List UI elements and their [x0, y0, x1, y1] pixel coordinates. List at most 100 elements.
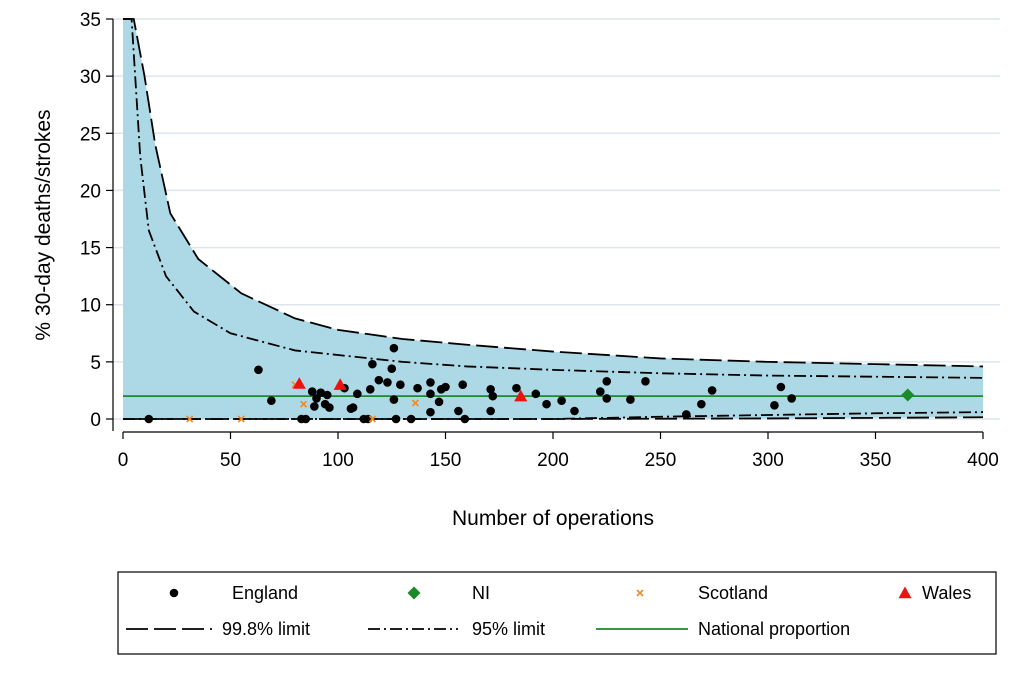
england-point: [374, 375, 384, 385]
y-tick-label: 35: [80, 10, 101, 31]
scotland-point: [186, 415, 194, 423]
england-point: [307, 387, 317, 396]
england-point: [363, 414, 373, 424]
scotland-point: [411, 399, 419, 407]
england-point: [348, 403, 358, 412]
england-point: [557, 396, 566, 406]
wales-point: [292, 377, 306, 389]
limit-lines: [123, 18, 984, 420]
england-point: [787, 394, 796, 403]
legend-wales-label: Wales: [922, 583, 971, 603]
wales-point: [333, 378, 347, 390]
upper-95-limit-line: [123, 18, 984, 379]
england-point: [391, 414, 401, 424]
ni-point: [901, 388, 915, 402]
england-point: [310, 402, 319, 411]
y-tick-label: 5: [90, 353, 101, 374]
x-tick-label: 350: [860, 450, 892, 471]
wales-point: [514, 389, 528, 402]
england-point: [682, 410, 691, 419]
england-point: [776, 382, 786, 392]
legend-ni-label: NI: [472, 583, 490, 603]
england-point: [322, 390, 332, 400]
england-point: [301, 414, 311, 424]
x-marker-stroke: [636, 589, 644, 597]
england-point: [602, 376, 612, 386]
x-tick-label: 400: [967, 450, 999, 471]
england-point: [387, 364, 397, 374]
x-tick-label: 0: [118, 450, 129, 471]
england-point: [531, 389, 541, 399]
y-tick-label: 25: [80, 124, 101, 145]
england-point: [365, 384, 375, 394]
control-limit-band: [123, 19, 983, 419]
england-point: [353, 389, 362, 399]
england-point: [454, 406, 463, 416]
scotland-point: [237, 415, 245, 423]
x-tick-label: 250: [645, 450, 677, 471]
x-tick-label: 50: [220, 450, 241, 471]
england-point: [389, 343, 399, 353]
england-point: [144, 414, 154, 424]
x-marker-stroke: [411, 399, 419, 407]
england-point: [325, 403, 334, 412]
england-point: [406, 414, 416, 424]
axes: % 30-day deaths/strokes Number of operat…: [32, 10, 999, 530]
england-point: [267, 396, 276, 406]
england-point: [626, 395, 635, 404]
legend-wales-symbol: [898, 586, 912, 599]
legend-scotland-symbol: [636, 589, 644, 597]
england-point: [254, 365, 263, 375]
y-tick-label: 20: [80, 181, 101, 202]
england-point: [426, 407, 435, 417]
england-point: [389, 395, 399, 404]
legend-national-proportion-label: National proportion: [698, 619, 850, 639]
england-point: [542, 399, 551, 409]
england-point: [426, 389, 435, 399]
x-marker-stroke: [300, 400, 308, 408]
england-point: [383, 378, 392, 387]
legend-ni-symbol: [407, 586, 421, 600]
england-point: [486, 384, 495, 394]
x-axis-title: Number of operations: [452, 507, 654, 530]
england-point: [488, 391, 498, 401]
england-point: [770, 400, 779, 410]
legend-scotland-label: Scotland: [698, 583, 768, 603]
england-point: [458, 380, 468, 390]
limit-band-area: [123, 19, 983, 419]
england-point: [426, 378, 435, 387]
legend-england-label: England: [232, 583, 298, 603]
data-points: [144, 343, 915, 424]
england-point: [641, 376, 650, 386]
england-point: [707, 386, 717, 395]
x-tick-label: 300: [752, 450, 784, 471]
y-tick-label: 0: [90, 410, 101, 431]
lower-95-limit-line: [123, 411, 984, 420]
x-marker-stroke: [186, 415, 194, 423]
upper-99-8-limit-line: [123, 18, 984, 368]
scotland-point: [368, 415, 376, 423]
x-tick-label: 200: [537, 450, 569, 471]
y-tick-label: 15: [80, 239, 101, 260]
england-point: [441, 382, 450, 392]
legend-95-limit-label: 95% limit: [472, 619, 545, 639]
england-point: [396, 380, 405, 390]
england-point: [413, 383, 422, 393]
england-point: [596, 387, 605, 396]
england-point: [512, 383, 521, 393]
legend: England NI Scotland Wales 99.8% limit 95% lim…: [117, 571, 997, 655]
x-tick-label: 100: [322, 450, 354, 471]
england-point: [602, 394, 612, 403]
legend-england-symbol: [169, 588, 179, 598]
england-point: [368, 359, 377, 369]
x-marker-stroke: [237, 415, 245, 423]
england-point: [570, 406, 579, 416]
y-axis-title: % 30-day deaths/strokes: [32, 109, 55, 340]
england-point: [434, 397, 444, 407]
legend-99-8-limit-label: 99.8% limit: [222, 619, 310, 639]
x-marker-stroke: [368, 415, 376, 423]
scotland-point: [300, 400, 308, 408]
england-point: [460, 414, 470, 424]
